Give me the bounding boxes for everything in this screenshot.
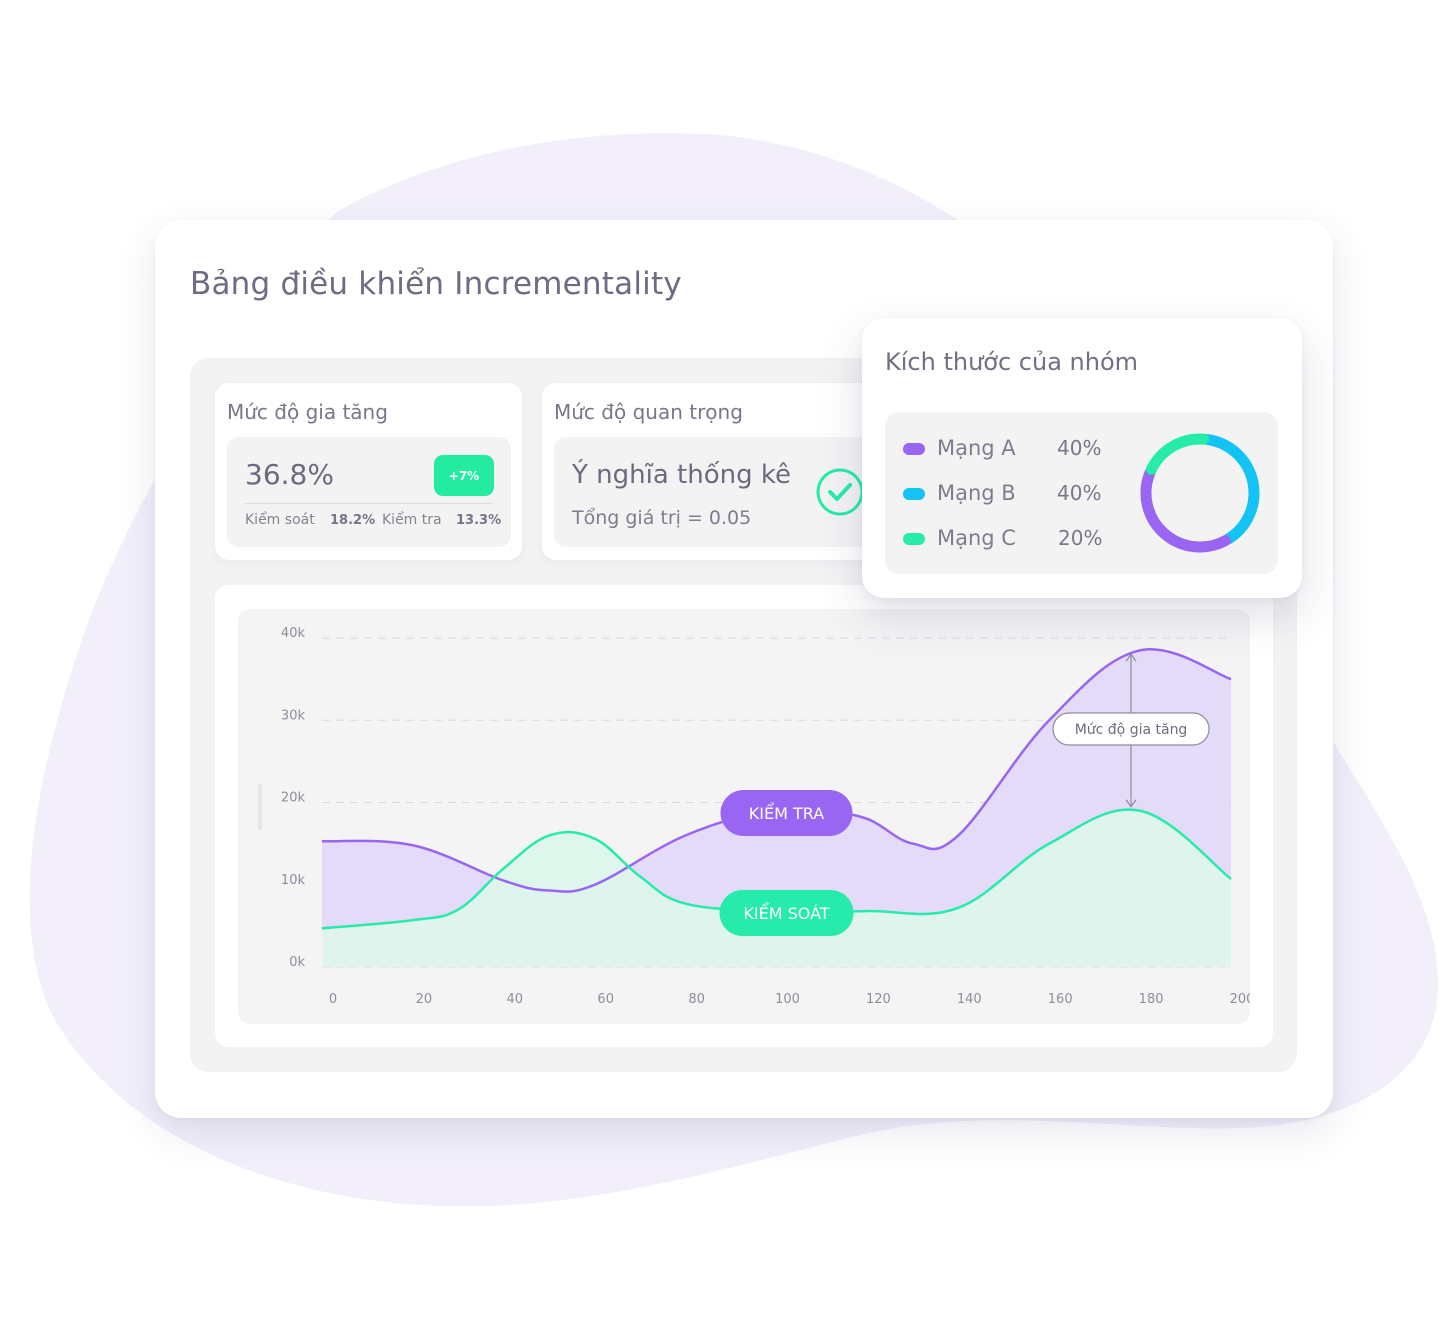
x-tick-label: 100 (775, 992, 800, 1007)
series-label-test: KIỂM TRA (720, 790, 853, 836)
significance-headline: Ý nghĩa thống kê (572, 460, 791, 490)
test-value: 13.3% (456, 513, 502, 528)
legend-name-network-c: Mạng C (937, 526, 1016, 550)
legend-dot-network-b (903, 488, 925, 500)
control-label: Kiểm soát (245, 512, 315, 528)
significance-card-body (554, 437, 874, 547)
lift-annotation-text: Mức độ gia tăng (1075, 722, 1188, 738)
significance-subtext: Tổng giá trị = 0.05 (572, 507, 752, 529)
lift-value: 36.8% (245, 458, 334, 491)
legend-dot-network-a (903, 443, 925, 455)
series-label-test-text: KIỂM TRA (749, 802, 824, 823)
x-tick-label: 80 (688, 992, 705, 1007)
lift-card-title: Mức độ gia tăng (227, 400, 388, 424)
cohort-donut-chart (1140, 433, 1260, 553)
lift-arrow-head-bottom (1125, 799, 1137, 808)
x-tick-label: 0 (329, 992, 337, 1007)
legend-percent-network-c: 20% (1058, 526, 1103, 550)
legend-dot-network-c (903, 533, 925, 545)
lift-annotation: Mức độ gia tăng (1052, 712, 1210, 746)
legend-percent-network-a: 40% (1057, 436, 1102, 460)
y-tick-label: 40k (281, 626, 306, 641)
test-label: Kiểm tra (382, 512, 442, 528)
donut-segment (1145, 433, 1210, 475)
series-label-control-text: KIỂM SOÁT (743, 902, 829, 923)
x-tick-label: 140 (957, 992, 982, 1007)
x-tick-label: 180 (1139, 992, 1164, 1007)
lift-divider (245, 503, 493, 504)
check-circle-icon (816, 468, 864, 516)
x-tick-label: 40 (507, 992, 524, 1007)
chart-scroll-indicator (258, 784, 262, 830)
significance-card-title: Mức độ quan trọng (554, 400, 743, 424)
cohort-size-title: Kích thước của nhóm (885, 348, 1139, 376)
donut-segment (1202, 434, 1260, 545)
series-label-control-bg (719, 890, 854, 936)
x-tick-label: 160 (1048, 992, 1073, 1007)
lift-change-badge: +7% (434, 455, 494, 496)
x-tick-label: 120 (866, 992, 891, 1007)
y-tick-label: 20k (281, 791, 306, 806)
control-value: 18.2% (330, 513, 376, 528)
lift-arrow-head-top (1125, 653, 1137, 662)
x-tick-label: 20 (416, 992, 433, 1007)
lift-annotation-bg (1052, 712, 1210, 746)
dashboard-title: Bảng điều khiển Incrementality (190, 266, 682, 302)
y-tick-label: 10k (281, 873, 306, 888)
donut-segment (1140, 467, 1231, 553)
x-tick-label: 60 (597, 992, 614, 1007)
legend-name-network-b: Mạng B (937, 481, 1016, 505)
series-label-test-bg (720, 790, 853, 836)
series-label-control: KIỂM SOÁT (719, 890, 854, 936)
y-tick-label: 30k (281, 708, 306, 723)
legend-percent-network-b: 40% (1057, 481, 1102, 505)
control-area-fill (322, 809, 1231, 967)
y-tick-label: 0k (289, 955, 305, 970)
control-series-line (321, 808, 1232, 930)
incrementality-chart: 0k 10k 20k 30k 40k 0 20 40 60 80 100 120 140 160 180 20… (258, 626, 1250, 1007)
legend-name-network-a: Mạng A (937, 436, 1016, 460)
x-tick-label: 200 (1230, 992, 1250, 1007)
